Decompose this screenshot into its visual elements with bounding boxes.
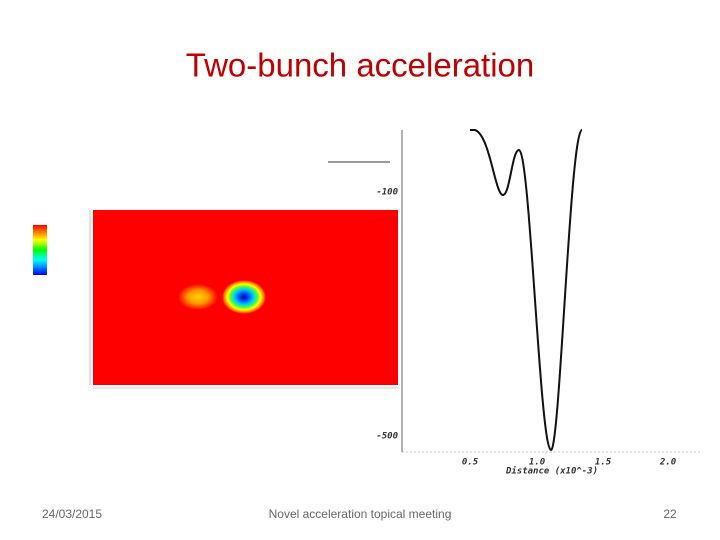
wake-plot: -100 -500 0.5 1.0 1.5 2.0 Distance (x10^…	[328, 129, 700, 477]
x-tick-label: 1.0	[529, 458, 546, 468]
x-axis-label: Distance (x10^-3)	[505, 466, 598, 477]
y-tick-label: -100	[376, 188, 398, 198]
wake-curve	[470, 129, 583, 452]
footer-date: 24/03/2015	[42, 507, 102, 521]
x-tick-label: 1.5	[595, 458, 612, 468]
bunch-witness	[222, 280, 266, 314]
x-tick-label: 2.0	[659, 458, 677, 468]
bunch-drive	[178, 284, 218, 310]
x-tick-label: 0.5	[462, 458, 479, 468]
footer-page: 22	[663, 507, 677, 521]
y-tick-label: -500	[376, 432, 398, 442]
footer-event: Novel acceleration topical meeting	[269, 507, 452, 521]
slide-title: Two-bunch acceleration	[186, 47, 535, 84]
heatmap	[33, 210, 398, 389]
colorbar	[33, 225, 47, 275]
